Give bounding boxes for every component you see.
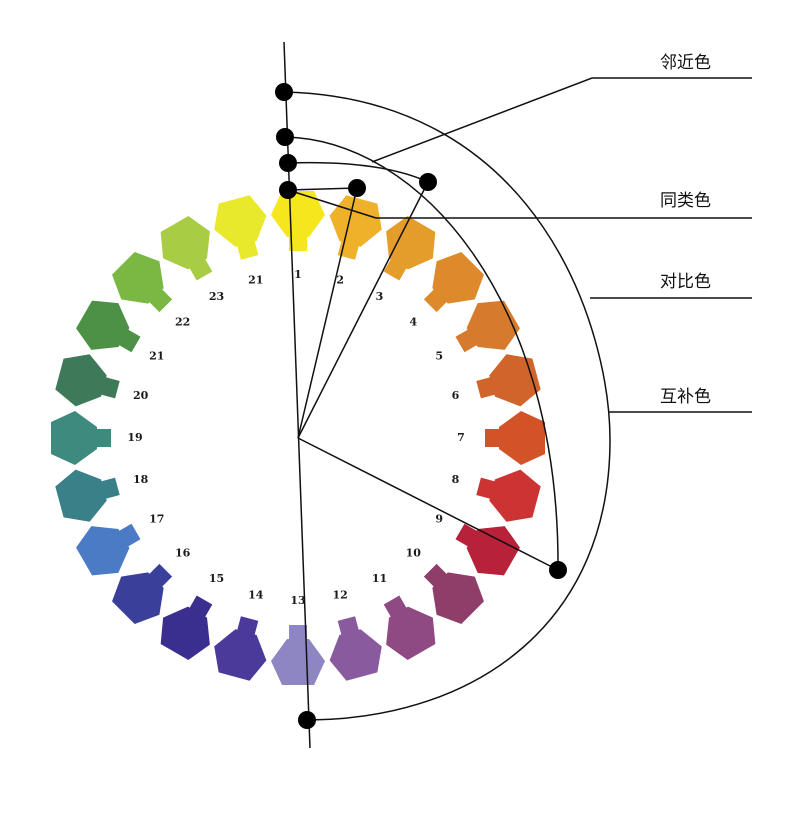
segment-number: 1 [294,268,302,281]
color-segment-7 [485,411,545,465]
segment-head [329,195,382,247]
segment-head [76,526,130,576]
segment-head [112,572,164,624]
segment-head [160,606,210,660]
segment-number: 7 [457,431,465,444]
segment-number: 10 [406,546,422,559]
segment-head [386,216,436,270]
segment-head [386,606,436,660]
color-segment-15 [160,595,213,660]
segment-number: 11 [372,572,387,585]
segment-head [432,252,484,304]
color-segment-12 [329,616,382,681]
segment-number: 15 [209,572,224,585]
segment-head [214,195,267,247]
arc-adjacent [287,161,429,183]
ray-to-2 [297,187,358,439]
leader-adjacent [371,77,752,163]
segment-head [466,300,520,350]
color-segment-9 [455,523,520,576]
color-segment-11 [383,595,436,660]
color-segment-16 [112,563,173,624]
segment-head [76,300,130,350]
color-segment-24 [214,195,267,260]
segment-head [112,252,164,304]
segment-number: 22 [175,316,190,329]
ray-to-9 [297,437,559,571]
segment-head [271,639,325,685]
color-segment-17 [76,523,141,576]
segment-head [51,411,97,465]
segment-number: 4 [409,316,417,329]
connector-1-2 [287,187,358,191]
segment-head [489,354,541,407]
connector-1-3 [287,189,377,219]
segment-number: 5 [435,350,443,363]
segment-number: 19 [127,431,142,444]
segment-number: 23 [209,290,224,303]
segment-number: 21 [248,274,263,287]
segment-head [55,354,107,407]
relationship-lines [275,41,752,749]
label-complementary: 互补色 [660,387,711,407]
color-segment-10 [423,563,484,624]
segment-number: 8 [452,473,460,486]
color-segment-14 [214,616,267,681]
segment-number: 21 [149,350,164,363]
color-segment-18 [55,469,120,522]
segment-number: 14 [248,588,264,601]
color-segment-4 [423,252,484,313]
segment-number: 16 [175,546,191,559]
segment-head [55,469,107,522]
segment-head [466,526,520,576]
segment-head [499,411,545,465]
color-segment-8 [476,469,541,522]
segment-number: 18 [133,473,149,486]
segment-head [489,469,541,522]
segment-number: 12 [333,588,348,601]
marker-dot [348,179,366,197]
color-segment-22 [112,252,173,313]
color-segment-21 [76,300,141,353]
color-segment-3 [383,216,436,281]
segment-head [214,629,267,681]
segment-head [160,216,210,270]
label-adjacent: 邻近色 [660,53,711,73]
segment-number: 13 [290,594,305,607]
marker-dot [279,154,297,172]
segment-number: 17 [149,513,164,526]
segment-head [329,629,382,681]
segment-number: 6 [452,389,460,402]
color-segment-23 [160,216,213,281]
marker-dot [549,561,567,579]
segment-head [432,572,484,624]
segment-number: 3 [376,290,384,303]
segment-head [271,191,325,237]
color-segment-19 [51,411,111,465]
segment-number: 9 [435,513,443,526]
label-contrast: 对比色 [660,272,711,292]
label-analogous: 同类色 [660,191,711,211]
color-segment-1 [271,191,325,251]
arc-complementary [283,91,611,721]
arc-analogous [284,136,559,571]
marker-dot [419,173,437,191]
marker-dot [298,711,316,729]
annotation-labels: 邻近色 同类色 对比色 互补色 [660,53,711,407]
marker-dot [275,83,293,101]
marker-dot [276,128,294,146]
color-segment-20 [55,354,120,407]
segment-number: 2 [336,274,344,287]
color-segment-13 [271,625,325,685]
marker-dot [279,181,297,199]
segment-number: 20 [133,389,149,402]
ray-to-3 [297,181,429,439]
